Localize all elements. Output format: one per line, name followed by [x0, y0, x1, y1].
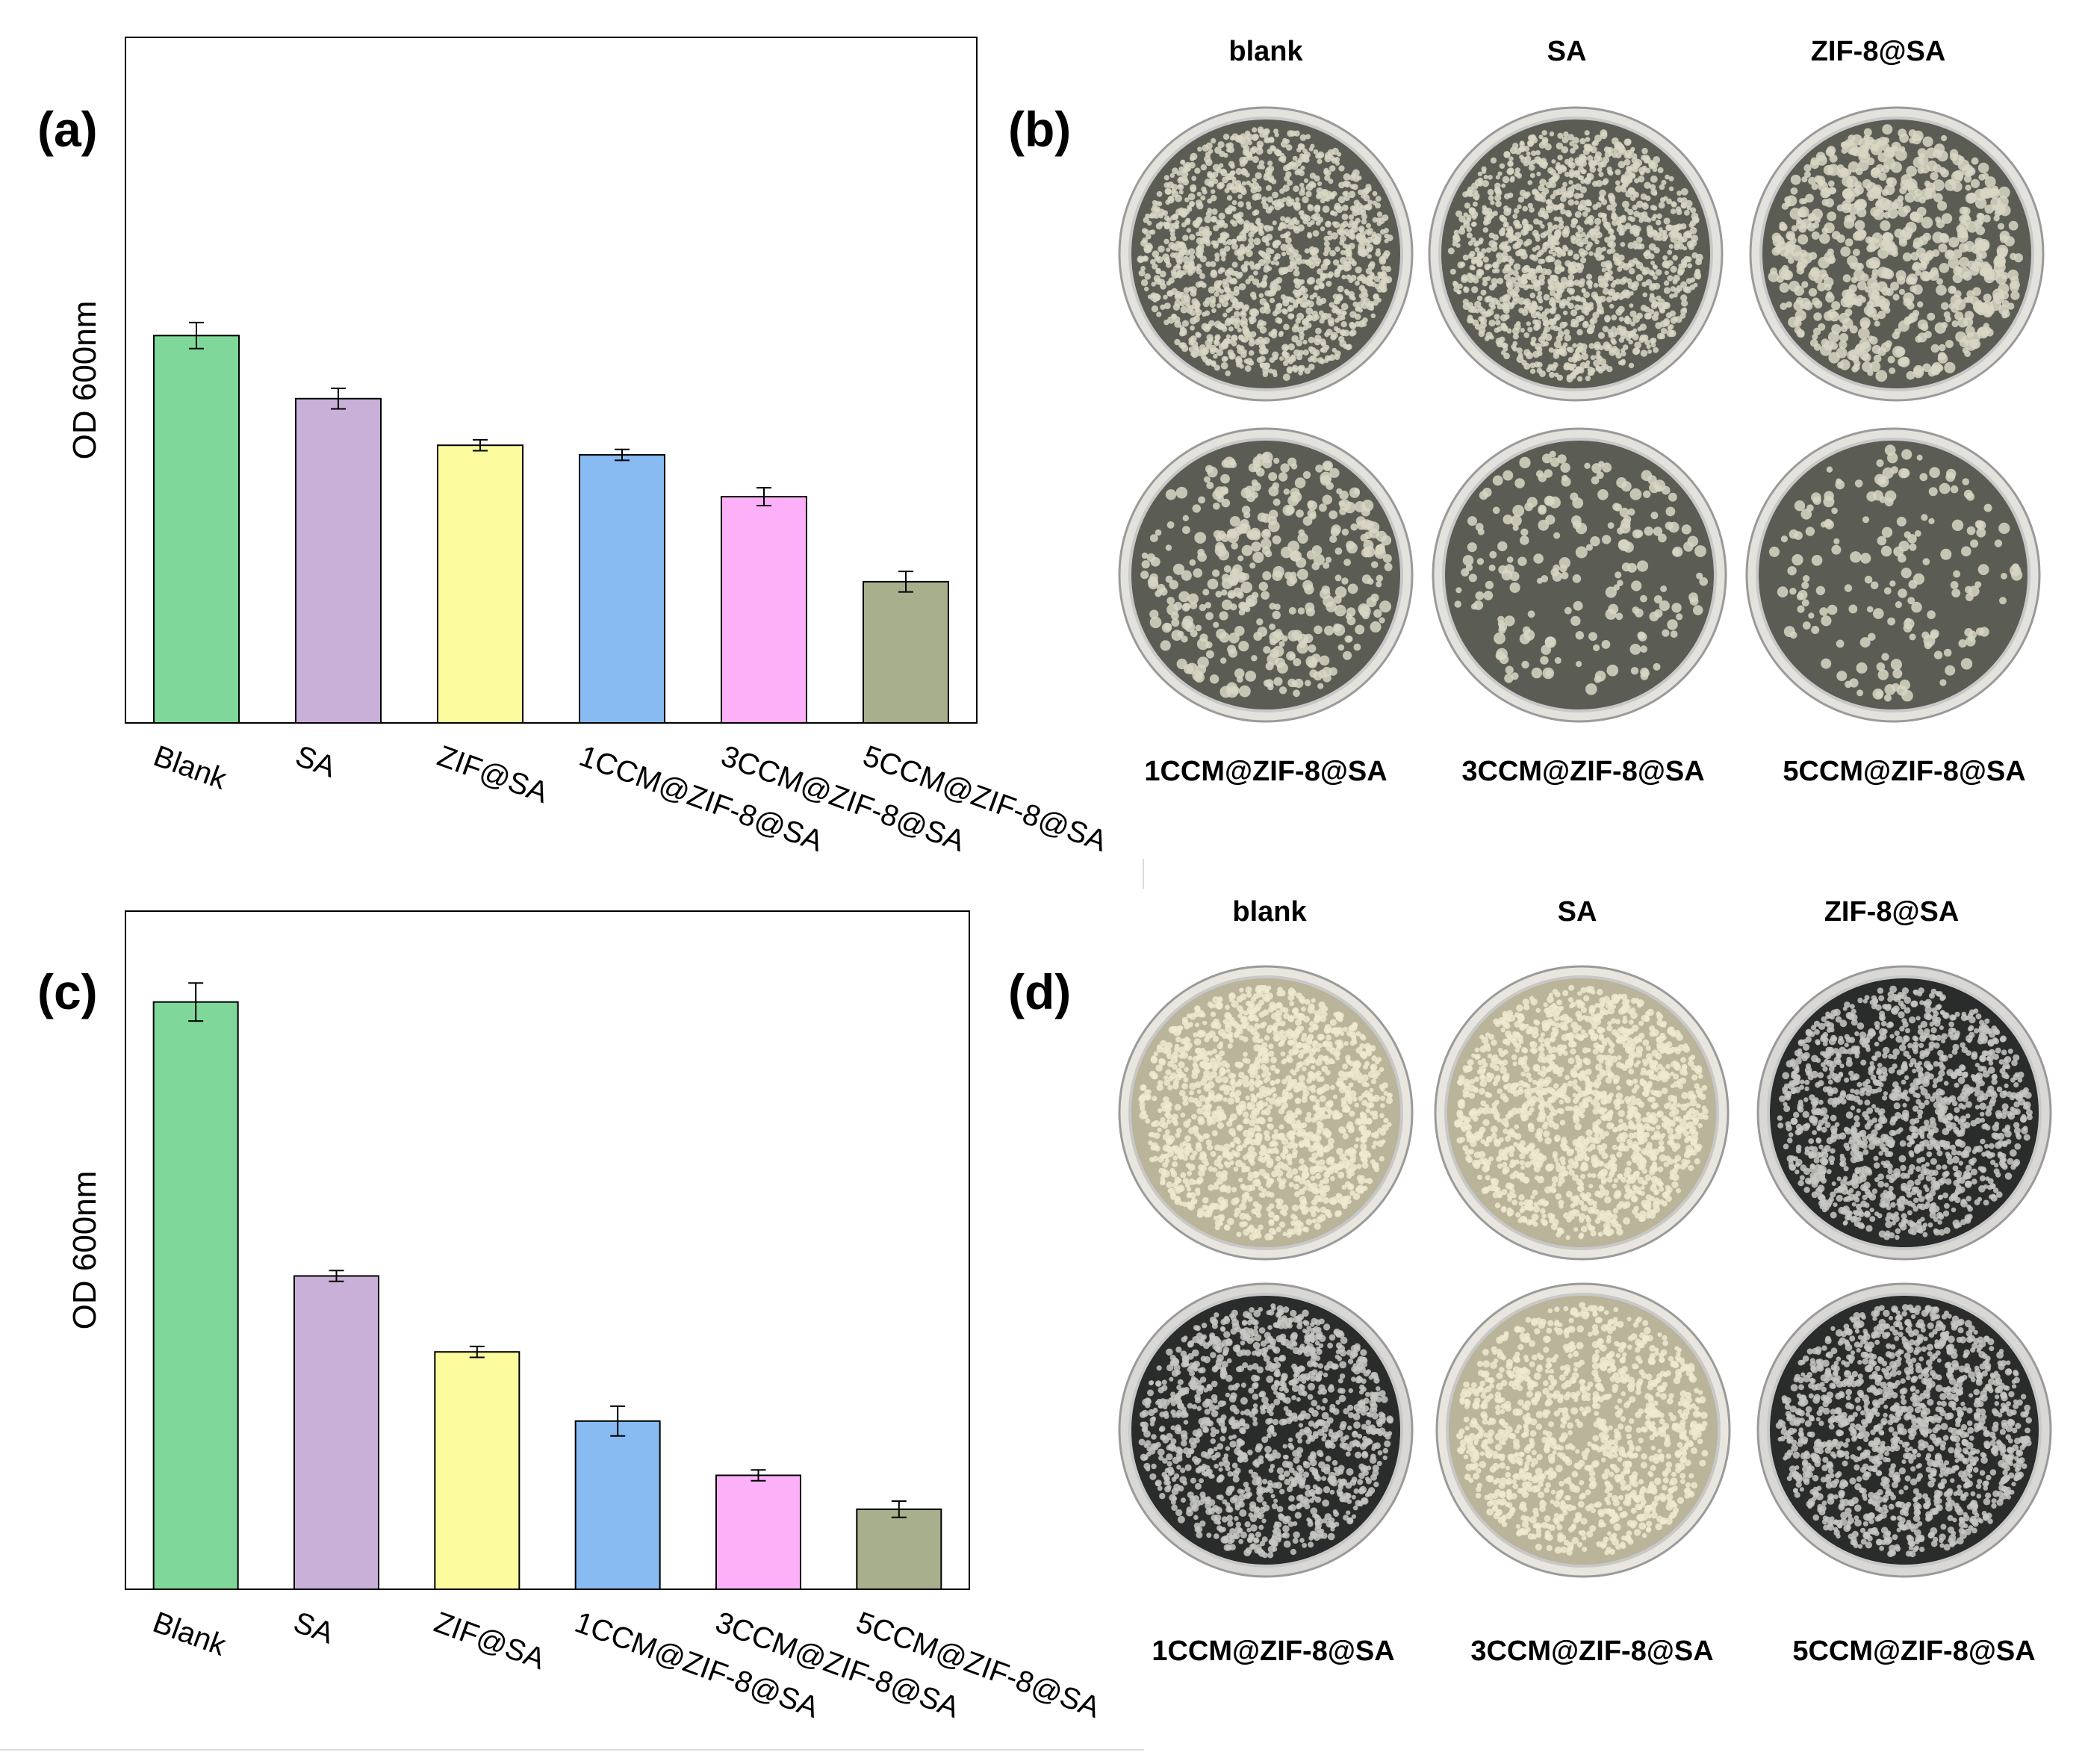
error-bar: [188, 982, 204, 1022]
x-tick-label: ZIF@SA: [433, 739, 553, 810]
panel-label-c: (c): [37, 964, 98, 1019]
bar-chart-c: Blank SA ZIF@SA 1CCM@ZIF-8@SA 3CCM@ZIF-8@SA 5…: [0, 889, 1150, 1764]
x-tick-label: 1CCM@ZIF-8@SA: [575, 739, 827, 858]
error-bar: [610, 1405, 626, 1437]
petri-dish-d: [1756, 965, 2052, 1261]
bar-chart-c-svg: Blank SA ZIF@SA 1CCM@ZIF-8@SA3CCM@ZIF-8@SA5…: [66, 910, 1104, 1724]
petri-dish-d: [1434, 965, 1730, 1261]
petri-dish-d: [1756, 1282, 2052, 1578]
error-bar: [329, 1270, 344, 1282]
dish-label-d-zif: ZIF-8@SA: [1824, 896, 1960, 928]
error-bar: [615, 448, 630, 462]
dish-label-d-5ccm: 5CCM@ZIF-8@SA: [1792, 1636, 2036, 1667]
bar-chart-a-svg: Blank SA ZIF@SA 1CCM@ZIF-8@SA3CCM@ZIF-8@SA5…: [66, 37, 1111, 858]
error-bar: [756, 487, 771, 506]
bar: [721, 496, 807, 724]
x-tick-label: 1CCM@ZIF-8@SA: [571, 1606, 823, 1724]
error-bar: [898, 571, 913, 593]
dish-label-b-blank: blank: [1228, 36, 1303, 67]
x-tick-label: 5CCM@ZIF-8@SA: [859, 739, 1111, 858]
petri-dish-b: [1118, 106, 1414, 402]
bar: [863, 580, 949, 724]
bar: [856, 1508, 942, 1591]
bar: [434, 1351, 521, 1590]
petri-dish-d: [1435, 1282, 1731, 1578]
x-tick-label: 3CCM@ZIF-8@SA: [711, 1606, 963, 1724]
error-bar: [469, 1345, 485, 1358]
bar-chart-a: Blank SA ZIF@SA 1CCM@ZIF-8@SA 3CCM@ZIF-8@SA 5…: [0, 0, 1150, 889]
bar: [574, 1420, 661, 1590]
bar: [295, 397, 382, 724]
x-tick-label: SA: [289, 1606, 338, 1650]
divider-line: [0, 1749, 1144, 1751]
dish-label-b-zif: ZIF-8@SA: [1810, 36, 1946, 67]
error-bar: [331, 388, 346, 410]
panel-label-b: (b): [1008, 102, 1072, 157]
petri-dish-b: [1428, 106, 1724, 402]
petri-dish-d: [1118, 1282, 1414, 1578]
petri-dish-b: [1745, 427, 2041, 723]
x-tick-label: 3CCM@ZIF-8@SA: [717, 739, 969, 858]
panel-label-d: (d): [1008, 964, 1072, 1019]
dish-label-d-blank: blank: [1232, 896, 1307, 928]
x-tick-label: Blank: [149, 1606, 231, 1662]
error-bar: [891, 1500, 907, 1518]
dish-label-b-sa: SA: [1547, 36, 1587, 67]
x-tick-label: ZIF@SA: [430, 1606, 550, 1676]
dish-label-d-sa: SA: [1557, 896, 1597, 928]
plot-frame: [125, 37, 978, 724]
y-axis-label: OD 600nm: [66, 1171, 103, 1330]
bar: [437, 444, 523, 724]
plot-frame: [125, 910, 970, 1590]
bar: [715, 1474, 801, 1590]
dish-label-b-3ccm: 3CCM@ZIF-8@SA: [1461, 756, 1705, 787]
dish-label-b-1ccm: 1CCM@ZIF-8@SA: [1144, 756, 1388, 787]
error-bar: [473, 438, 488, 452]
error-bar: [189, 321, 204, 350]
petri-dish-b: [1432, 427, 1727, 723]
x-tick-label: 5CCM@ZIF-8@SA: [852, 1606, 1104, 1724]
x-tick-label: Blank: [149, 739, 232, 796]
petri-dish-b: [1118, 427, 1414, 723]
petri-dish-d: [1118, 965, 1414, 1261]
bar: [152, 1001, 239, 1590]
bar: [579, 454, 665, 724]
y-axis-label: OD 600nm: [66, 301, 103, 460]
dish-label-d-1ccm: 1CCM@ZIF-8@SA: [1152, 1636, 1395, 1667]
dish-label-d-3ccm: 3CCM@ZIF-8@SA: [1470, 1636, 1714, 1667]
error-bar: [751, 1469, 766, 1482]
divider-line: [1143, 859, 1144, 889]
petri-dish-b: [1749, 106, 2045, 402]
bar: [293, 1275, 379, 1591]
panel-label-a: (a): [37, 102, 98, 157]
bar: [153, 335, 240, 724]
dish-label-b-5ccm: 5CCM@ZIF-8@SA: [1783, 756, 2026, 787]
x-tick-label: SA: [291, 739, 340, 784]
